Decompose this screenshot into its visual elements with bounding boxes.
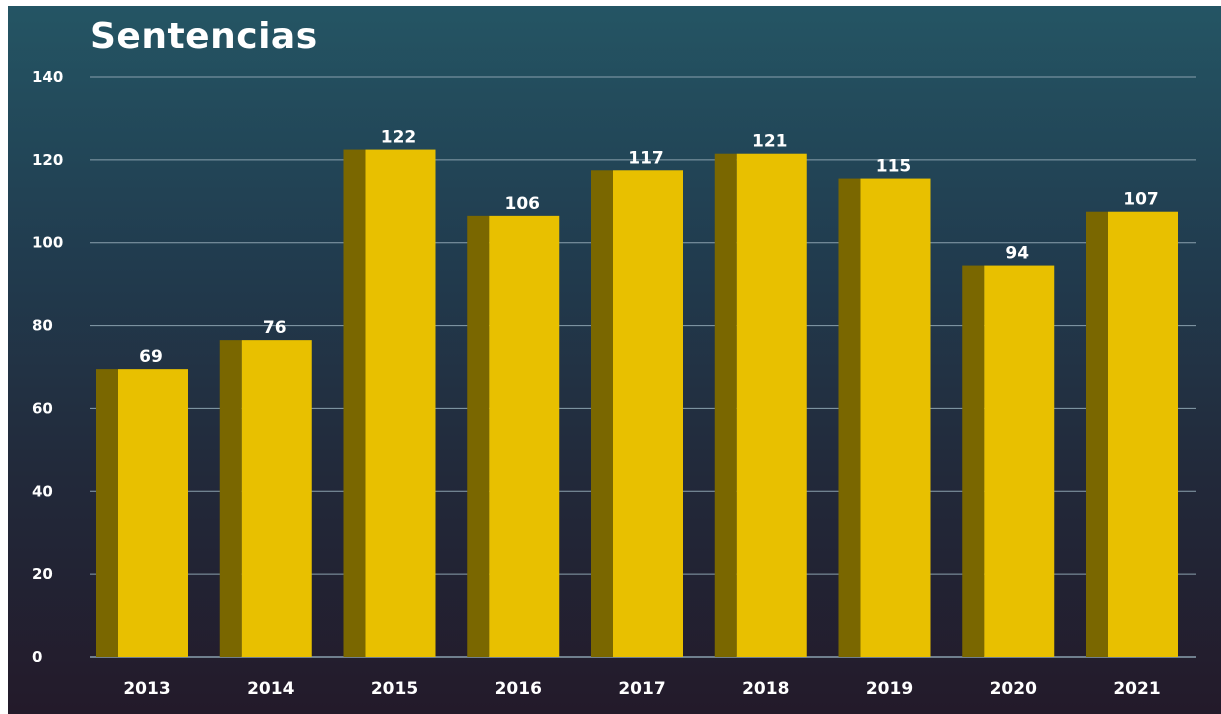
x-axis-categories: 2013 2014 2015 2016 2017 2018 2019 2020 2021 [123,679,1160,699]
bar [1108,211,1178,657]
y-tick-label: 40 [32,482,53,500]
bar-side [714,153,737,657]
bar [365,149,436,658]
bar [241,340,312,657]
x-category-label: 2017 [618,679,665,699]
bar-side [962,265,985,657]
data-label: 94 [1005,244,1029,264]
x-category-label: 2015 [371,679,418,699]
x-category-label: 2013 [123,679,170,699]
bars [96,149,1178,658]
x-category-label: 2019 [866,679,913,699]
x-category-label: 2020 [990,679,1037,699]
bar [489,215,560,657]
data-label: 115 [876,157,912,177]
data-label: 122 [381,128,417,148]
y-tick-label: 120 [32,151,63,169]
data-labels: 69 76 122 106 117 121 115 94 107 [139,128,1159,368]
bar [118,369,188,657]
bar-side [343,149,366,658]
data-label: 121 [752,132,788,152]
y-axis-ticks: 0 20 40 60 80 100 120 140 [32,68,63,666]
bar-side [96,369,118,657]
bar-side [1086,211,1108,657]
data-label: 69 [139,347,163,367]
data-label: 107 [1123,190,1159,210]
y-tick-label: 60 [32,399,53,417]
x-category-label: 2016 [495,679,542,699]
chart-frame: Sentencias 0 20 40 60 80 100 120 140 69 76 122 106… [8,6,1221,714]
x-category-label: 2018 [742,679,789,699]
data-label: 76 [263,318,287,338]
y-tick-label: 0 [32,648,42,666]
x-category-label: 2014 [247,679,294,699]
bar [613,170,683,658]
y-tick-label: 140 [32,68,63,86]
bar [736,153,807,657]
y-tick-label: 80 [32,317,53,335]
data-label: 106 [505,194,541,214]
x-category-label: 2021 [1113,679,1160,699]
bar [860,178,931,658]
bar-side [838,178,861,658]
bar-chart: 0 20 40 60 80 100 120 140 69 76 122 106 117 121 115 94… [32,68,1196,699]
bar-side [591,170,613,658]
data-label: 117 [628,148,664,168]
bar-side [219,340,242,657]
bar-side [467,215,490,657]
chart-title: Sentencias [90,16,318,57]
y-tick-label: 20 [32,565,53,583]
bar [984,265,1055,657]
y-tick-label: 100 [32,234,63,252]
